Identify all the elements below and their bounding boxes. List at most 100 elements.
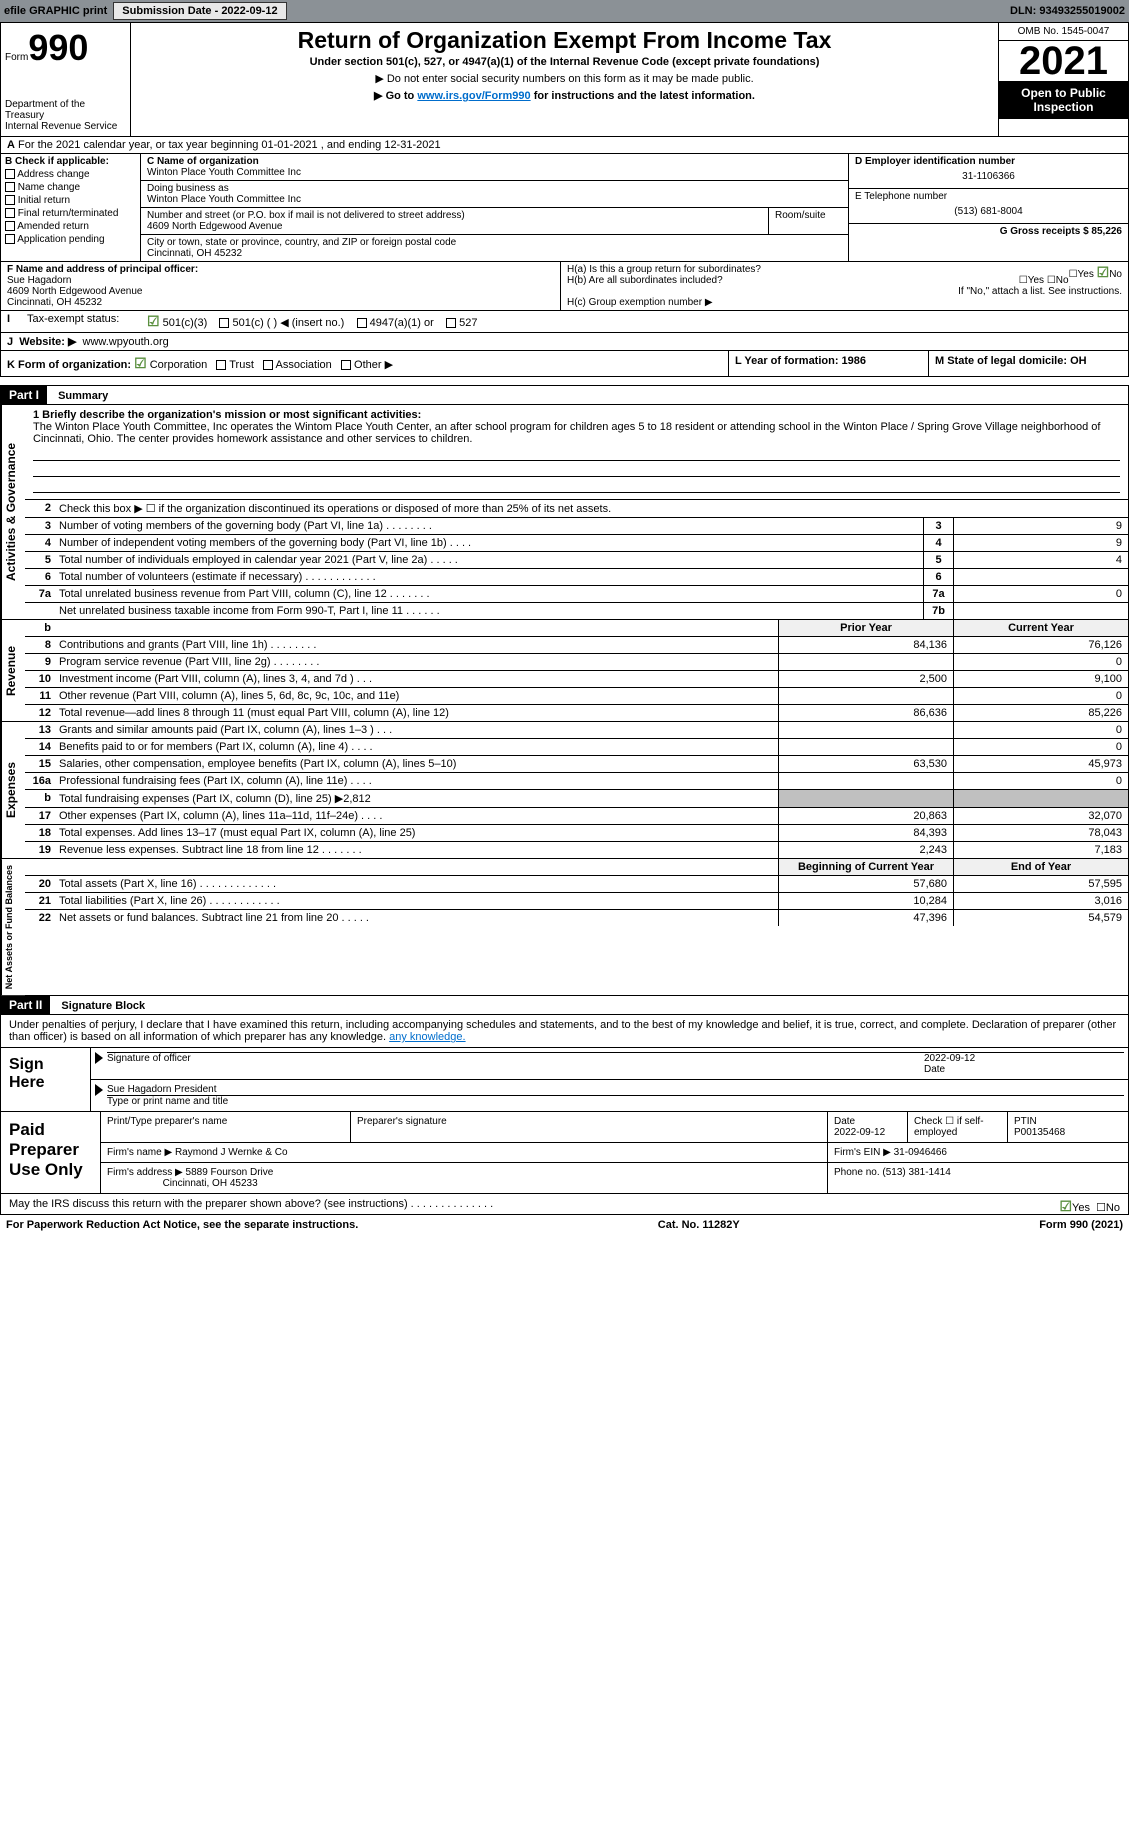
irs-label: Internal Revenue Service [5, 121, 126, 132]
line2: 2Check this box ▶ ☐ if the organization … [25, 500, 1128, 518]
submission-date-button[interactable]: Submission Date - 2022-09-12 [113, 2, 286, 20]
header-mid: Return of Organization Exempt From Incom… [131, 23, 998, 136]
header-left: Form990 Department of the Treasury Inter… [1, 23, 131, 136]
col-d: D Employer identification number 31-1106… [848, 154, 1128, 261]
instructions-link: ▶ Go to www.irs.gov/Form990 for instruct… [139, 89, 990, 102]
sig-disclaimer: Under penalties of perjury, I declare th… [1, 1015, 1128, 1047]
dln-label: DLN: 93493255019002 [1010, 5, 1125, 17]
vtab-net: Net Assets or Fund Balances [1, 859, 25, 995]
chk-address[interactable]: Address change [5, 169, 136, 180]
summary-exp: Expenses 13Grants and similar amounts pa… [0, 722, 1129, 859]
net-line: 22Net assets or fund balances. Subtract … [25, 910, 1128, 926]
ha-yes-no[interactable]: ☐Yes ☑No [1069, 264, 1122, 281]
col-f: F Name and address of principal officer:… [1, 262, 561, 310]
sign-here-row: Sign Here Signature of officer 2022-09-1… [1, 1047, 1128, 1111]
gov-line: 6Total number of volunteers (estimate if… [25, 569, 1128, 586]
gov-line: 4Number of independent voting members of… [25, 535, 1128, 552]
may-irs-row: May the IRS discuss this return with the… [1, 1193, 1128, 1214]
rev-line: 12Total revenue—add lines 8 through 11 (… [25, 705, 1128, 721]
tax-status-opts[interactable]: ☑ 501(c)(3) 501(c) ( ) ◀ (insert no.) 49… [147, 313, 477, 330]
city-block: City or town, state or province, country… [141, 235, 848, 261]
net-header: Beginning of Current Year End of Year [25, 859, 1128, 876]
row-k[interactable]: K Form of organization: ☑ Corporation Tr… [1, 351, 728, 376]
chk-final[interactable]: Final return/terminated [5, 208, 136, 219]
row-l: L Year of formation: 1986 [728, 351, 928, 376]
signature-block: Under penalties of perjury, I declare th… [0, 1015, 1129, 1215]
ein-block: D Employer identification number 31-1106… [849, 154, 1128, 189]
col-c: C Name of organization Winton Place Yout… [141, 154, 848, 261]
part1-num: Part I [1, 386, 47, 404]
rev-line: 8Contributions and grants (Part VIII, li… [25, 637, 1128, 654]
col-b: B Check if applicable: Address change Na… [1, 154, 141, 261]
website-url: www.wpyouth.org [83, 336, 169, 348]
exp-line: 14Benefits paid to or for members (Part … [25, 739, 1128, 756]
top-bar: efile GRAPHIC print Submission Date - 20… [0, 0, 1129, 22]
irs-link[interactable]: www.irs.gov/Form990 [417, 90, 530, 102]
form-label: Form [5, 52, 28, 63]
net-line: 21Total liabilities (Part X, line 26) . … [25, 893, 1128, 910]
form-subtitle: Under section 501(c), 527, or 4947(a)(1)… [139, 56, 990, 68]
knowledge-link[interactable]: any knowledge. [389, 1031, 465, 1043]
street-block: Number and street (or P.O. box if mail i… [141, 208, 848, 235]
org-name-block: C Name of organization Winton Place Yout… [141, 154, 848, 181]
gov-line: 7aTotal unrelated business revenue from … [25, 586, 1128, 603]
open-inspection: Open to Public Inspection [999, 81, 1128, 119]
form-header: Form990 Department of the Treasury Inter… [0, 22, 1129, 137]
rev-line: 9Program service revenue (Part VIII, lin… [25, 654, 1128, 671]
exp-line: 15Salaries, other compensation, employee… [25, 756, 1128, 773]
row-a: A For the 2021 calendar year, or tax yea… [0, 137, 1129, 154]
chk-initial[interactable]: Initial return [5, 195, 136, 206]
vtab-exp: Expenses [1, 722, 25, 858]
part2-num: Part II [1, 996, 50, 1014]
row-kl: K Form of organization: ☑ Corporation Tr… [0, 351, 1129, 377]
exp-line: bTotal fundraising expenses (Part IX, co… [25, 790, 1128, 808]
exp-line: 17Other expenses (Part IX, column (A), l… [25, 808, 1128, 825]
summary-net: Net Assets or Fund Balances Beginning of… [0, 859, 1129, 996]
gov-line: 5Total number of individuals employed in… [25, 552, 1128, 569]
paid-prep-label: Paid Preparer Use Only [1, 1112, 101, 1193]
may-irs-yes-no[interactable]: ☑Yes ☐No [1059, 1198, 1120, 1215]
vtab-rev: Revenue [1, 620, 25, 721]
col-b-title: B Check if applicable: [5, 156, 136, 167]
efile-label: efile GRAPHIC print [4, 5, 107, 17]
sign-here-label: Sign Here [1, 1048, 91, 1111]
vtab-gov: Activities & Governance [1, 405, 25, 619]
form-ref: Form 990 (2021) [1039, 1219, 1123, 1231]
dba-block: Doing business as Winton Place Youth Com… [141, 181, 848, 208]
chk-pending[interactable]: Application pending [5, 234, 136, 245]
part1-header: Part I Summary [0, 385, 1129, 405]
gov-line: Net unrelated business taxable income fr… [25, 603, 1128, 619]
col-h: H(a) Is this a group return for subordin… [561, 262, 1128, 310]
caret-icon [95, 1052, 103, 1064]
gross-receipts: G Gross receipts $ 85,226 [849, 224, 1128, 239]
exp-line: 16aProfessional fundraising fees (Part I… [25, 773, 1128, 790]
header-right: OMB No. 1545-0047 2021 Open to Public In… [998, 23, 1128, 136]
part2-title: Signature Block [53, 998, 153, 1014]
paid-preparer-row: Paid Preparer Use Only Print/Type prepar… [1, 1111, 1128, 1193]
summary-rev: Revenue b Prior Year Current Year 8Contr… [0, 620, 1129, 722]
form-title: Return of Organization Exempt From Incom… [139, 27, 990, 54]
exp-line: 19Revenue less expenses. Subtract line 1… [25, 842, 1128, 858]
ssn-note: ▶ Do not enter social security numbers o… [139, 72, 990, 85]
form-number: 990 [28, 27, 88, 68]
rev-line: 11Other revenue (Part VIII, column (A), … [25, 688, 1128, 705]
rev-line: 10Investment income (Part VIII, column (… [25, 671, 1128, 688]
summary-gov: Activities & Governance 1 Briefly descri… [0, 405, 1129, 620]
exp-line: 13Grants and similar amounts paid (Part … [25, 722, 1128, 739]
phone-block: E Telephone number (513) 681-8004 [849, 189, 1128, 224]
chk-name[interactable]: Name change [5, 182, 136, 193]
rev-header: b Prior Year Current Year [25, 620, 1128, 637]
section-bcd: B Check if applicable: Address change Na… [0, 154, 1129, 262]
hb-yes-no[interactable]: ☐Yes ☐No [1019, 275, 1069, 286]
gov-line: 3Number of voting members of the governi… [25, 518, 1128, 535]
caret-icon [95, 1084, 103, 1096]
row-m: M State of legal domicile: OH [928, 351, 1128, 376]
row-i: I Tax-exempt status: ☑ 501(c)(3) 501(c) … [0, 311, 1129, 333]
section-fh: F Name and address of principal officer:… [0, 262, 1129, 311]
chk-amended[interactable]: Amended return [5, 221, 136, 232]
dept-label: Department of the Treasury [5, 99, 126, 121]
line1: 1 Briefly describe the organization's mi… [25, 405, 1128, 500]
row-j: J Website: ▶ www.wpyouth.org [0, 333, 1129, 351]
part1-title: Summary [50, 388, 116, 404]
cat-number: Cat. No. 11282Y [658, 1219, 740, 1231]
